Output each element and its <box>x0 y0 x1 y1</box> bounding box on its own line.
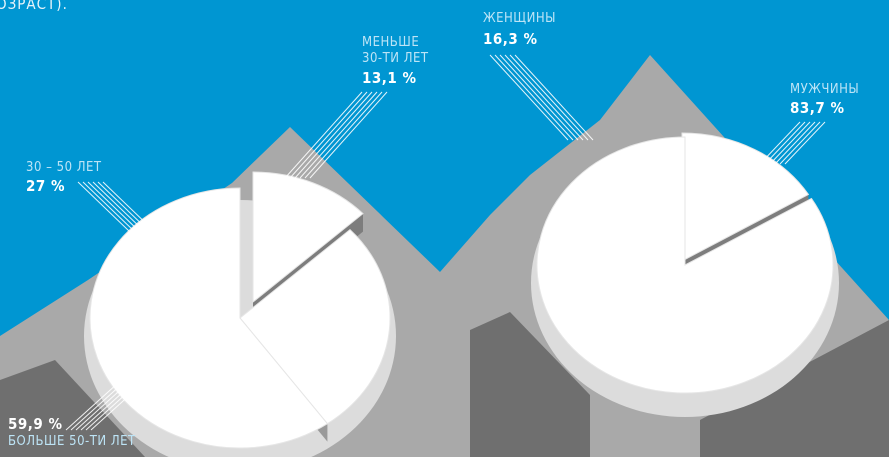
leader-over-50-4 <box>80 382 134 431</box>
label-men: МУЖЧИНЫ <box>790 82 860 97</box>
pie-2-slice-2 <box>536 136 834 394</box>
leader-women-6 <box>514 54 594 141</box>
leader-30-50-6 <box>102 181 156 233</box>
leader-men-6 <box>784 121 826 165</box>
leader-women-5 <box>509 54 589 141</box>
label-over-50: БОЛЬШЕ 50-ТИ ЛЕТ <box>8 434 136 449</box>
value-under-30: 13,1 % <box>362 69 417 87</box>
leader-over-50-3 <box>75 382 129 431</box>
leader-men-4 <box>774 121 816 165</box>
leader-30-50-3 <box>87 181 141 233</box>
leader-men-2 <box>764 121 806 165</box>
leader-under-30-6 <box>309 91 388 179</box>
pie-1-slice-2 <box>239 228 391 425</box>
leader-over-50-2 <box>70 382 124 431</box>
leader-lines <box>65 54 826 431</box>
leader-under-30-5 <box>304 91 383 179</box>
leader-30-50-1 <box>77 181 131 233</box>
leader-over-50-6 <box>90 382 144 431</box>
leader-men-3 <box>769 121 811 165</box>
leader-under-30-3 <box>294 91 373 179</box>
label-women: ЖЕНЩИНЫ <box>483 11 556 26</box>
pie-1-slice-1 <box>252 171 364 304</box>
leader-under-30-1 <box>284 91 363 179</box>
age-pie-chart <box>84 171 396 457</box>
leader-men-1 <box>759 121 801 165</box>
leader-over-50-5 <box>85 382 139 431</box>
value-30-50: 27 % <box>26 177 65 195</box>
background-shadow-dark-right <box>700 320 889 457</box>
leader-women-1 <box>489 54 569 141</box>
label-under-30-line1: МЕНЬШЕ <box>362 35 420 50</box>
leader-30-50-5 <box>97 181 151 233</box>
leader-under-30-4 <box>299 91 378 179</box>
value-women: 16,3 % <box>483 30 538 48</box>
leader-30-50-4 <box>92 181 146 233</box>
background-shadow-dark-left <box>0 360 145 457</box>
leader-30-50-2 <box>82 181 136 233</box>
leader-women-2 <box>494 54 574 141</box>
value-over-50: 59,9 % <box>8 415 63 433</box>
leader-over-50-1 <box>65 382 119 431</box>
pie-1-slice-3 <box>89 187 329 449</box>
label-30-50: 30 – 50 ЛЕТ <box>26 160 102 175</box>
leader-women-3 <box>499 54 579 141</box>
value-men: 83,7 % <box>790 99 845 117</box>
header-text-fragment: ОЗРАСТ). <box>0 0 68 13</box>
pie-2-slice-1 <box>681 132 810 262</box>
label-under-30-line2: 30-ТИ ЛЕТ <box>362 51 429 66</box>
leader-under-30-2 <box>289 91 368 179</box>
leader-men-5 <box>779 121 821 165</box>
leader-women-4 <box>504 54 584 141</box>
gender-pie-chart <box>531 132 839 417</box>
background-shadow-dark-center <box>470 312 590 457</box>
